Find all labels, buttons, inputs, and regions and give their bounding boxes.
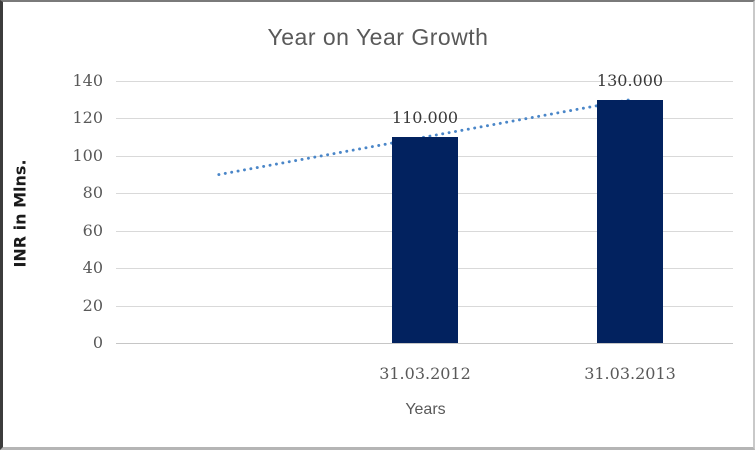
y-tick-label: 0 <box>92 333 103 352</box>
bar-31.03.2012 <box>392 137 458 343</box>
y-tick-label: 80 <box>82 183 103 202</box>
y-tick-label: 20 <box>82 296 103 315</box>
gridline <box>116 81 733 82</box>
x-axis-title: Years <box>405 401 446 418</box>
y-tick-label: 120 <box>72 108 103 127</box>
y-tick-label: 60 <box>82 221 103 240</box>
x-tick-label: 31.03.2013 <box>584 364 676 383</box>
chart-title: Year on Year Growth <box>267 24 489 50</box>
x-tick-label: 31.03.2012 <box>379 364 471 383</box>
y-tick-label: 140 <box>72 71 103 90</box>
bar-31.03.2013 <box>597 100 663 343</box>
bar-data-label: 110.000 <box>391 108 459 127</box>
bar-data-label: 130.000 <box>596 71 664 90</box>
y-tick-label: 40 <box>82 258 103 277</box>
y-tick-label: 100 <box>72 146 103 165</box>
gridline <box>116 343 733 344</box>
y-axis-title: INR in Mlns. <box>10 159 30 268</box>
